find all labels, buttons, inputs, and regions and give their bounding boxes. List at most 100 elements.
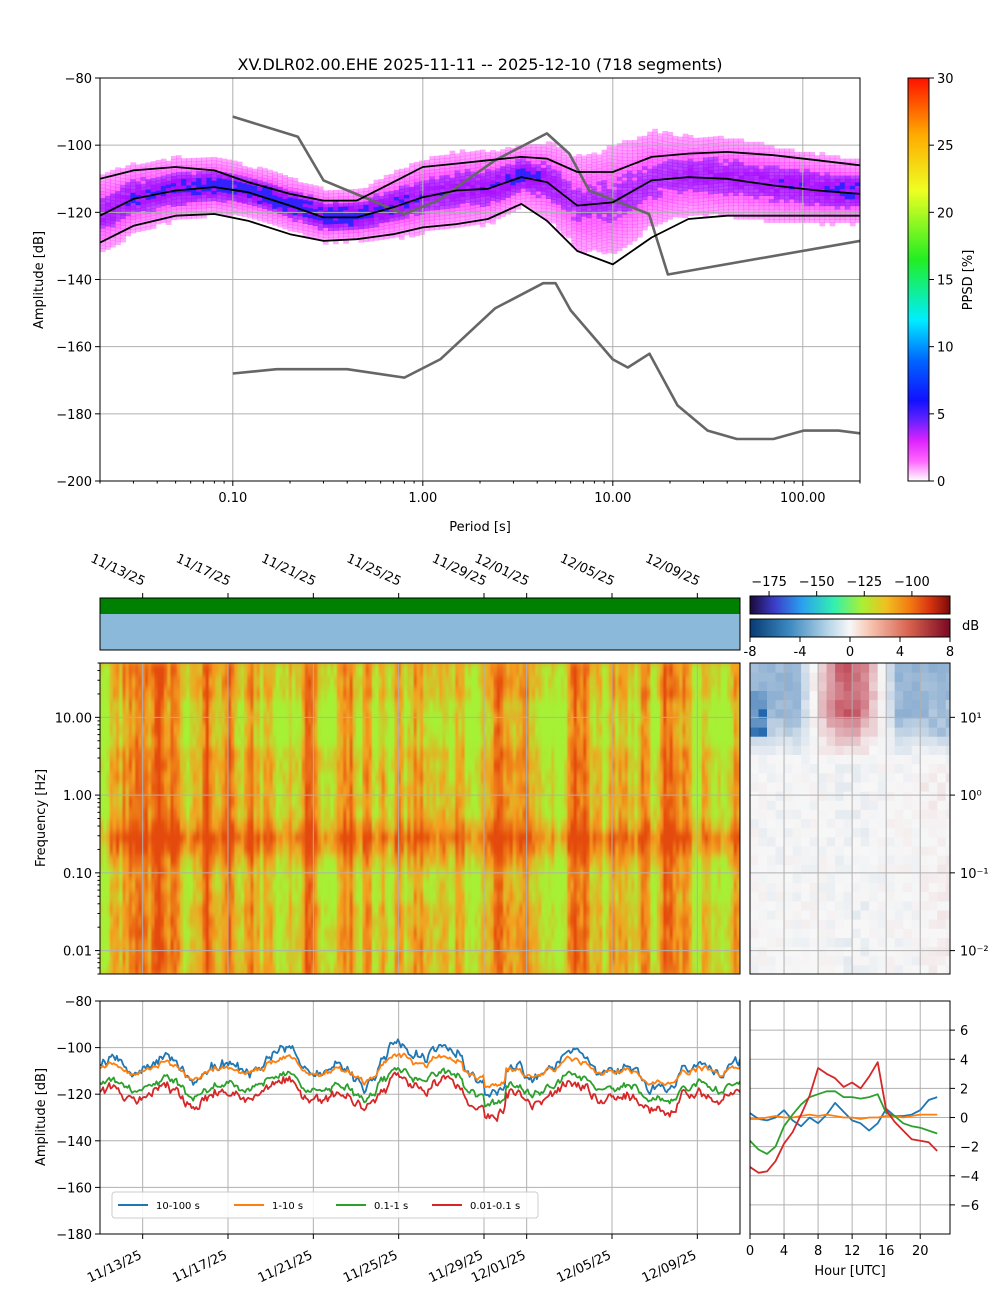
spectrogram-cell — [234, 734, 239, 748]
ppsd-density-cell — [733, 165, 739, 170]
ppsd-density-cell — [535, 157, 542, 162]
spectrogram-cell — [170, 902, 175, 916]
ppsd-density-cell — [241, 203, 248, 207]
ppsd-density-cell — [718, 189, 724, 194]
ppsd-density-cell — [525, 147, 532, 152]
ppsd-density-cell — [692, 205, 699, 209]
ppsd-density-cell — [571, 230, 577, 234]
ppsd-density-cell — [505, 190, 511, 195]
ppsd-density-cell — [708, 156, 714, 161]
ppsd-density-cell — [105, 202, 111, 207]
spectrogram-cell — [301, 842, 306, 856]
ppsd-density-cell — [713, 156, 719, 161]
ppsd-density-cell — [176, 161, 182, 166]
spectrogram-cell — [202, 794, 207, 808]
ppsd-density-cell — [601, 240, 608, 245]
ppsd-density-cell — [191, 201, 197, 206]
ppsd-density-cell — [581, 175, 587, 180]
ppsd-density-cell — [566, 177, 572, 182]
ppsd-density-cell — [444, 174, 451, 179]
spectrogram-cell — [183, 830, 188, 844]
ppsd-density-cell — [353, 222, 359, 227]
spectrogram-cell — [240, 914, 245, 928]
ppsd-density-cell — [485, 178, 491, 183]
spectrogram-cell — [215, 675, 220, 688]
ppsd-density-cell — [743, 185, 750, 190]
ppsd-density-cell — [287, 180, 294, 185]
ppsd-density-cell — [571, 179, 577, 184]
ppsd-density-cell — [561, 168, 567, 173]
ppsd-density-cell — [687, 158, 694, 163]
ppsd-density-cell — [206, 180, 213, 185]
ppsd-density-cell — [272, 171, 278, 176]
spectrogram-cell — [253, 770, 258, 784]
ppsd-density-cell — [267, 203, 273, 208]
ppsd-density-cell — [576, 157, 582, 162]
ppsd-density-cell — [794, 192, 800, 197]
spectrogram-cell — [295, 914, 300, 928]
ppsd-density-cell — [753, 148, 760, 153]
ppsd-density-cell — [196, 157, 202, 162]
spectrogram-colorbar-tick-label: −100 — [894, 575, 930, 590]
ppsd-density-cell — [186, 198, 192, 203]
ppsd-density-cell — [697, 201, 704, 206]
spectrogram-cell — [119, 770, 124, 784]
spectrogram-cell — [208, 746, 213, 760]
ppsd-density-cell — [768, 165, 775, 170]
ppsd-density-cell — [490, 173, 496, 178]
ppsd-density-cell — [282, 225, 289, 230]
ppsd-density-cell — [642, 196, 648, 201]
ppsd-density-cell — [398, 188, 405, 193]
spectrogram-cell — [285, 794, 290, 808]
ppsd-density-cell — [480, 169, 486, 174]
spectrogram-cell — [128, 842, 133, 856]
ppsd-density-cell — [439, 161, 446, 166]
ppsd-density-cell — [647, 185, 653, 190]
spectrogram-cell — [202, 890, 207, 904]
spectrogram-cell — [221, 878, 226, 892]
ppsd-density-cell — [120, 184, 126, 189]
ppsd-density-cell — [642, 192, 648, 197]
spectrogram-cell — [180, 962, 184, 974]
spectrogram-cell — [144, 746, 149, 760]
ppsd-density-cell — [459, 206, 466, 211]
spectrogram-cell — [160, 950, 165, 964]
ppsd-density-cell — [140, 170, 147, 175]
ppsd-density-cell — [454, 200, 461, 205]
ppsd-density-cell — [196, 181, 202, 186]
ppsd-density-cell — [181, 215, 187, 220]
ppsd-density-cell — [510, 184, 517, 189]
ppsd-density-cell — [414, 165, 420, 170]
ppsd-density-cell — [252, 172, 258, 176]
ppsd-density-cell — [667, 212, 674, 217]
ppsd-density-cell — [642, 135, 648, 140]
ppsd-density-cell — [358, 218, 365, 223]
ppsd-density-cell — [201, 184, 207, 189]
ppsd-density-cell — [677, 139, 684, 144]
ppsd-density-cell — [454, 170, 461, 175]
ppsd-density-cell — [257, 173, 263, 178]
spectrogram-cell — [183, 734, 188, 748]
ppsd-density-cell — [647, 222, 653, 227]
spectrogram-cell — [205, 878, 210, 892]
spectrogram-cell — [148, 806, 152, 820]
spectrogram-cell — [247, 782, 252, 796]
ppsd-density-cell — [292, 201, 299, 206]
spectrogram-cell — [164, 878, 168, 892]
ppsd-density-cell — [231, 200, 238, 205]
ppsd-density-cell — [485, 182, 491, 187]
spectrogram-cell — [272, 830, 277, 844]
ppsd-density-cell — [434, 155, 441, 160]
spectrogram-cell — [103, 675, 108, 688]
spectrogram-cell — [301, 746, 306, 760]
ppsd-density-cell — [844, 208, 851, 213]
ppsd-density-cell — [773, 172, 780, 176]
ppsd-density-cell — [839, 188, 846, 193]
ppsd-density-cell — [530, 204, 537, 209]
ppsd-density-cell — [702, 164, 709, 168]
spectrogram-cell — [180, 914, 184, 928]
ppsd-density-cell — [485, 202, 491, 207]
spectrogram-cell — [148, 950, 152, 964]
ppsd-density-cell — [272, 174, 278, 179]
spectrogram-cell — [176, 890, 181, 904]
